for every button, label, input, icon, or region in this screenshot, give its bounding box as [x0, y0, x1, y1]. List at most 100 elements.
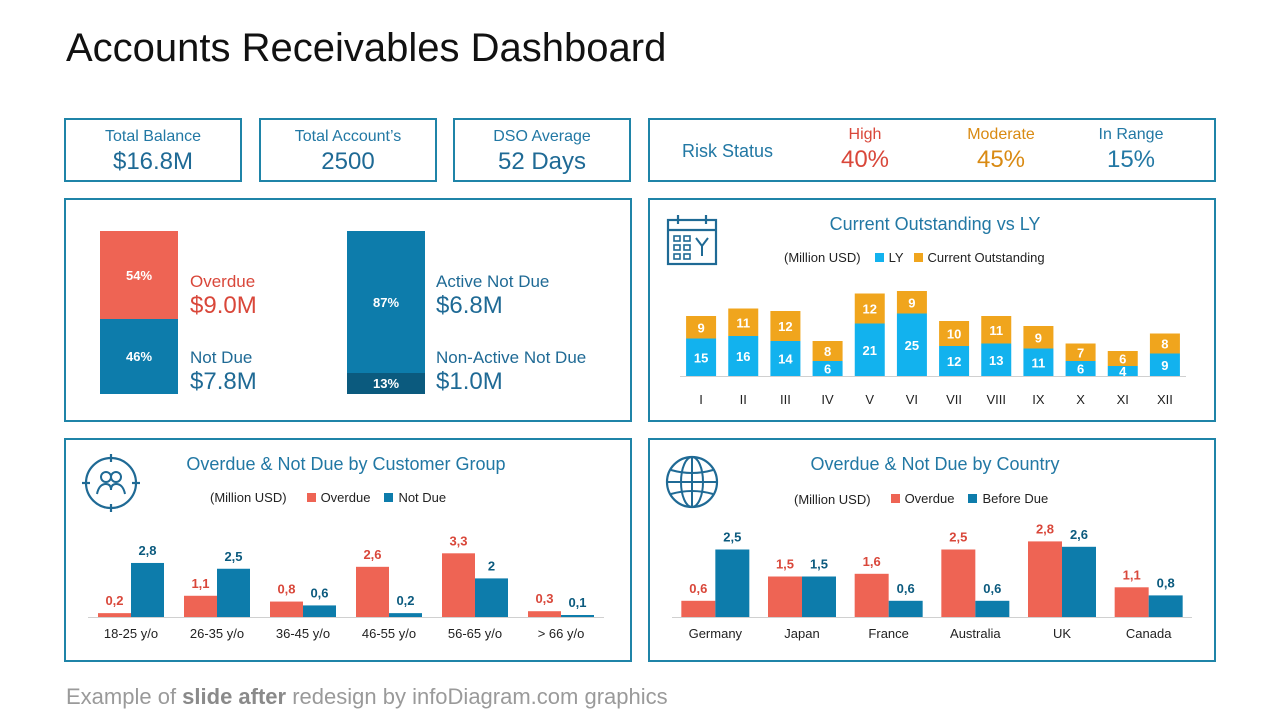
- active-nonactive-bar: 87% 13%: [347, 231, 425, 394]
- kpi-total-balance: Total Balance $16.8M: [64, 118, 242, 182]
- overdue-value: $9.0M: [190, 292, 257, 319]
- data-label-overdue: 2,5: [949, 530, 967, 545]
- bar-ly: [1107, 366, 1138, 376]
- data-label-current: 11: [736, 315, 750, 330]
- risk-high-value: 40%: [840, 146, 890, 173]
- overdue-label: Overdue: [190, 272, 256, 291]
- data-label-ly: 11: [1032, 355, 1046, 370]
- risk-moderate: Moderate 45%: [956, 126, 1046, 174]
- bar-overdue: [442, 553, 475, 617]
- bar-current: [854, 293, 885, 324]
- unit-label: (Million USD): [784, 250, 861, 265]
- customer-group-panel: Overdue & Not Due by Customer Group (Mil…: [64, 438, 632, 662]
- data-label-notdue: 0,6: [310, 585, 328, 600]
- x-tick-label: I: [699, 392, 703, 407]
- data-label-overdue: 0,3: [535, 591, 553, 606]
- overdue-segment: 54%: [100, 231, 178, 319]
- data-label-notdue: 0,6: [983, 581, 1001, 596]
- bar-overdue: [681, 600, 716, 617]
- bar-ly: [686, 338, 717, 376]
- legend-item-ly: LY: [874, 250, 904, 265]
- unit-label: (Million USD): [794, 492, 871, 507]
- data-label-current: 8: [1161, 337, 1168, 352]
- legend-item-before-due: Before Due: [968, 491, 1048, 506]
- bar-notdue: [389, 613, 422, 617]
- notdue-label: Not Due: [190, 348, 253, 367]
- data-label-current: 10: [947, 327, 961, 342]
- data-label-ly: 12: [947, 354, 961, 369]
- data-label-ly: 16: [736, 349, 750, 364]
- bar-current: [1023, 326, 1054, 349]
- bar-current: [981, 316, 1012, 344]
- data-label-overdue: 1,6: [863, 554, 881, 569]
- country-chart: 0,6 2,5 Germany 1,5 1,5 Japan 1,6 0,6 France 2,5 0…: [672, 521, 1192, 641]
- data-label-overdue: 2,8: [1036, 521, 1054, 536]
- footer-caption: Example of slide after redesign by infoD…: [66, 684, 668, 710]
- legend-label: Current Outstanding: [927, 250, 1045, 265]
- x-tick-label: France: [868, 626, 908, 641]
- footer-pre: Example of: [66, 684, 183, 709]
- outstanding-vs-ly-panel: Current Outstanding vs LY (Million USD) …: [648, 198, 1216, 422]
- bar-overdue: [768, 576, 802, 617]
- data-label-ly: 4: [1119, 364, 1127, 379]
- data-label-current: 12: [863, 302, 877, 317]
- bar-overdue: [1114, 587, 1149, 617]
- x-tick-label: XI: [1117, 392, 1129, 407]
- data-label-notdue: 0,1: [568, 595, 586, 610]
- people-icon: [82, 454, 140, 512]
- bar-ly: [939, 346, 970, 376]
- data-label-ly: 9: [1161, 358, 1168, 373]
- bar-ly: [1065, 361, 1096, 376]
- bar-notdue: [715, 549, 750, 617]
- legend-label: Overdue: [904, 491, 955, 506]
- data-label-current: 8: [824, 344, 831, 359]
- customer-group-chart: 0,2 2,8 18-25 y/o 1,1 2,5 26-35 y/o 0,8 0,6 36-4…: [88, 533, 604, 641]
- kpi-total-accounts: Total Account’s 2500: [259, 118, 437, 182]
- overdue-notdue-bar: 54% 46%: [100, 231, 178, 394]
- kpi-value: 52 Days: [497, 148, 587, 175]
- data-label-overdue: 0,8: [277, 582, 295, 597]
- data-label-ly: 13: [989, 353, 1003, 368]
- x-tick-label: IX: [1032, 392, 1045, 407]
- active-not-due-segment: 87%: [347, 231, 425, 373]
- legend-item-overdue: Overdue: [890, 491, 955, 506]
- kpi-label: Total Account’s: [294, 128, 402, 145]
- data-label-ly: 6: [824, 362, 831, 377]
- chart-legend: (Million USD) Overdue Before Due: [794, 490, 1048, 507]
- bar-notdue: [131, 562, 164, 617]
- bar-notdue: [217, 568, 250, 617]
- data-label-overdue: 1,1: [191, 576, 209, 591]
- x-tick-label: 56-65 y/o: [448, 626, 502, 641]
- bar-notdue: [303, 605, 336, 617]
- x-tick-label: 26-35 y/o: [190, 626, 244, 641]
- x-tick-label: Germany: [689, 626, 743, 641]
- data-label-current: 11: [989, 323, 1003, 338]
- active-not-due-label: Active Not Due: [436, 272, 550, 291]
- non-active-label: Non-Active Not Due: [436, 348, 587, 367]
- data-label-notdue: 0,8: [1157, 575, 1175, 590]
- unit-label: (Million USD): [210, 490, 287, 505]
- data-label-overdue: 0,6: [689, 581, 707, 596]
- bar-current: [812, 341, 843, 361]
- risk-moderate-value: 45%: [976, 146, 1026, 173]
- kpi-label: Total Balance: [104, 128, 202, 145]
- risk-in-range: In Range 15%: [1086, 126, 1176, 174]
- risk-status-label: Risk Status: [682, 141, 774, 161]
- x-tick-label: Canada: [1126, 626, 1172, 641]
- x-tick-label: VII: [946, 392, 962, 407]
- x-tick-label: 46-55 y/o: [362, 626, 416, 641]
- bar-ly: [854, 323, 885, 376]
- bar-overdue: [854, 573, 889, 617]
- bar-current: [770, 311, 801, 341]
- non-active-segment: 13%: [347, 373, 425, 394]
- data-label-notdue: 0,2: [396, 593, 414, 608]
- data-label-notdue: 1,5: [810, 557, 828, 572]
- bar-current: [1065, 343, 1096, 361]
- data-label-notdue: 2,6: [1070, 527, 1088, 542]
- bar-current: [686, 316, 717, 339]
- data-label-ly: 25: [905, 338, 919, 353]
- bar-ly: [812, 361, 843, 376]
- bar-current: [939, 321, 970, 346]
- bar-notdue: [802, 576, 836, 617]
- footer-post: redesign by infoDiagram.com graphics: [286, 684, 668, 709]
